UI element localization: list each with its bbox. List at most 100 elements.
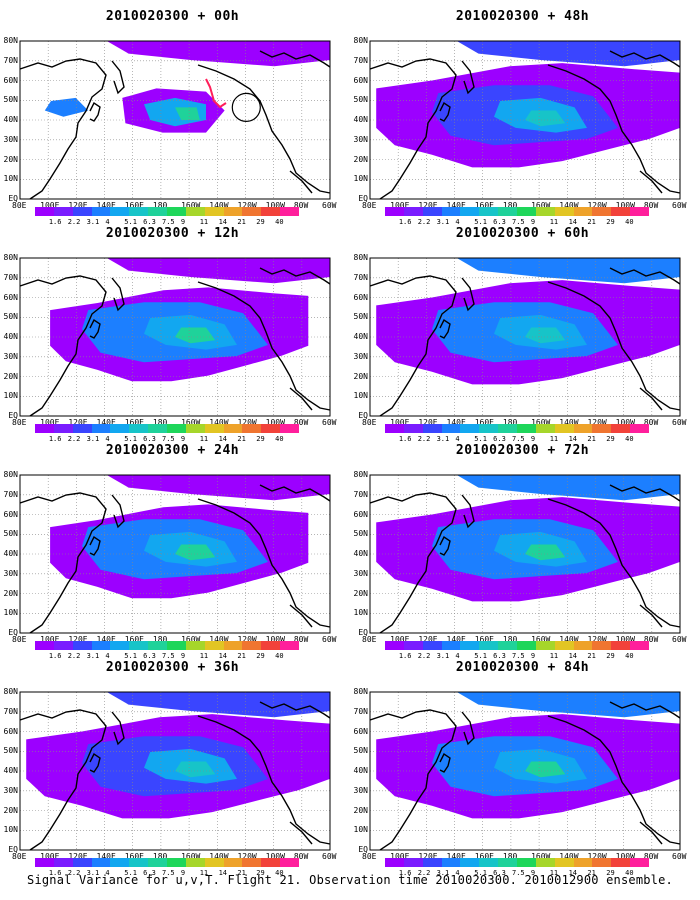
panel-title: 2010020300 + 24h xyxy=(105,443,240,458)
coastline-segment xyxy=(89,535,101,556)
colorbar-label: 40 xyxy=(275,218,284,226)
coastline-segment xyxy=(259,701,331,719)
latitude-label: 40N xyxy=(3,549,18,558)
latitude-label: 50N xyxy=(3,312,18,322)
colorbar-label: 5.1 xyxy=(124,869,137,877)
longitude-label: 80E xyxy=(12,852,27,861)
colorbar-label: 1.6 xyxy=(48,652,62,660)
latitude-label: 80N xyxy=(353,253,368,262)
variance-region-core xyxy=(175,327,216,344)
colorbar-swatch xyxy=(441,207,461,216)
colorbar-swatch xyxy=(148,424,168,433)
colorbar-swatch xyxy=(185,858,205,867)
map-frame xyxy=(369,691,681,851)
colorbar-swatch xyxy=(35,641,54,650)
colorbar-swatch xyxy=(261,641,281,650)
panel-title: 2010020300 + 12h xyxy=(105,226,240,241)
longitude-label: 100W xyxy=(615,852,635,861)
observation-circle xyxy=(231,92,261,123)
latitude-label: 50N xyxy=(3,529,18,539)
longitude-label: 100E xyxy=(390,852,410,861)
colorbar-swatch xyxy=(167,207,186,216)
latitude-label: 40N xyxy=(3,115,18,124)
colorbar-swatch xyxy=(498,207,518,216)
colorbar-swatch xyxy=(53,424,73,433)
longitude-label: 100E xyxy=(40,635,60,644)
colorbar-label: 9 xyxy=(530,652,536,660)
colorbar-swatch xyxy=(223,858,243,867)
colorbar-swatch xyxy=(204,207,224,216)
longitude-label: 80W xyxy=(643,852,659,861)
colorbar-label: 9 xyxy=(180,435,186,443)
longitude-label: 100E xyxy=(390,418,410,427)
colorbar-label: 29 xyxy=(606,869,615,877)
map-frame xyxy=(19,474,331,634)
variance-map xyxy=(369,257,681,417)
longitude-label: 120W xyxy=(587,852,607,861)
longitude-label: 140E xyxy=(446,418,466,427)
colorbar-label: 4 xyxy=(105,652,110,660)
longitude-label: 80W xyxy=(293,418,309,427)
latitude-label: 10N xyxy=(353,608,368,618)
map-panel: 2010020300 + 60h 80N 70N 60N 50N 40N 30N 20N 10N… xyxy=(350,227,695,447)
coastline-segment xyxy=(89,752,101,773)
longitude-label: 80E xyxy=(12,418,27,427)
colorbar-swatch xyxy=(517,424,536,433)
colorbar-swatch xyxy=(35,858,54,867)
longitude-label: 60W xyxy=(322,852,337,861)
variance-region-core xyxy=(525,544,566,561)
coastline-segment xyxy=(461,494,475,529)
longitude-label: 120W xyxy=(237,418,257,427)
latitude-label: 60N xyxy=(353,292,368,302)
colorbar-swatch xyxy=(261,207,281,216)
colorbar-label: 9 xyxy=(180,652,186,660)
latitude-label: 30N xyxy=(353,351,368,361)
variance-map xyxy=(19,257,331,417)
colorbar-label: 14 xyxy=(568,652,577,660)
colorbar-label: 7.5 xyxy=(162,869,175,877)
colorbar-swatch xyxy=(460,424,480,433)
colorbar-label: 5.1 xyxy=(474,652,487,660)
longitude-label: 180 xyxy=(152,635,168,644)
colorbar-swatch xyxy=(535,641,555,650)
coastline-segment xyxy=(111,711,125,746)
colorbar-swatch xyxy=(72,858,92,867)
longitude-label: 140E xyxy=(96,852,116,861)
variance-region-core xyxy=(525,110,566,127)
colorbar-label: 21 xyxy=(587,218,596,226)
colorbar-swatch xyxy=(167,424,186,433)
longitude-label: 160W xyxy=(531,635,551,644)
longitude-label: 60W xyxy=(672,635,687,644)
colorbar-label: 5.1 xyxy=(474,218,487,226)
longitude-label: 60W xyxy=(672,852,687,861)
longitude-label: 140E xyxy=(96,201,116,210)
arctic-region xyxy=(456,41,680,67)
colorbar-label: 7.5 xyxy=(162,652,175,660)
coastline-layer xyxy=(369,50,681,200)
colorbar-label: 1.6 xyxy=(398,218,412,226)
latitude-label: EQ xyxy=(358,194,368,203)
longitude-label: 140E xyxy=(446,201,466,210)
longitude-label: 80W xyxy=(643,635,659,644)
colorbar-label: 40 xyxy=(275,435,284,443)
colorbar-label: 21 xyxy=(237,435,246,443)
latitude-label: 10N xyxy=(3,174,18,184)
latitude-label: 70N xyxy=(353,489,368,499)
latitude-label: 20N xyxy=(3,154,18,164)
colorbar-swatch xyxy=(630,641,650,650)
colorbar-label: 2.2 xyxy=(417,218,431,226)
latitude-label: 40N xyxy=(3,332,18,341)
coastline-segment xyxy=(639,170,663,194)
colorbar-label: 2.2 xyxy=(67,652,81,660)
coastline-segment xyxy=(439,535,451,556)
latitude-label: 40N xyxy=(353,766,368,775)
variance-map xyxy=(19,40,331,200)
longitude-label: 160W xyxy=(531,418,551,427)
colorbar-swatch xyxy=(223,424,243,433)
latitude-label: 10N xyxy=(3,391,18,401)
colorbar-label: 1.6 xyxy=(398,652,412,660)
longitude-label: 160E xyxy=(474,418,494,427)
latitude-label: 10N xyxy=(353,391,368,401)
colorbar-label: 40 xyxy=(625,218,634,226)
longitude-label: 160E xyxy=(474,201,494,210)
